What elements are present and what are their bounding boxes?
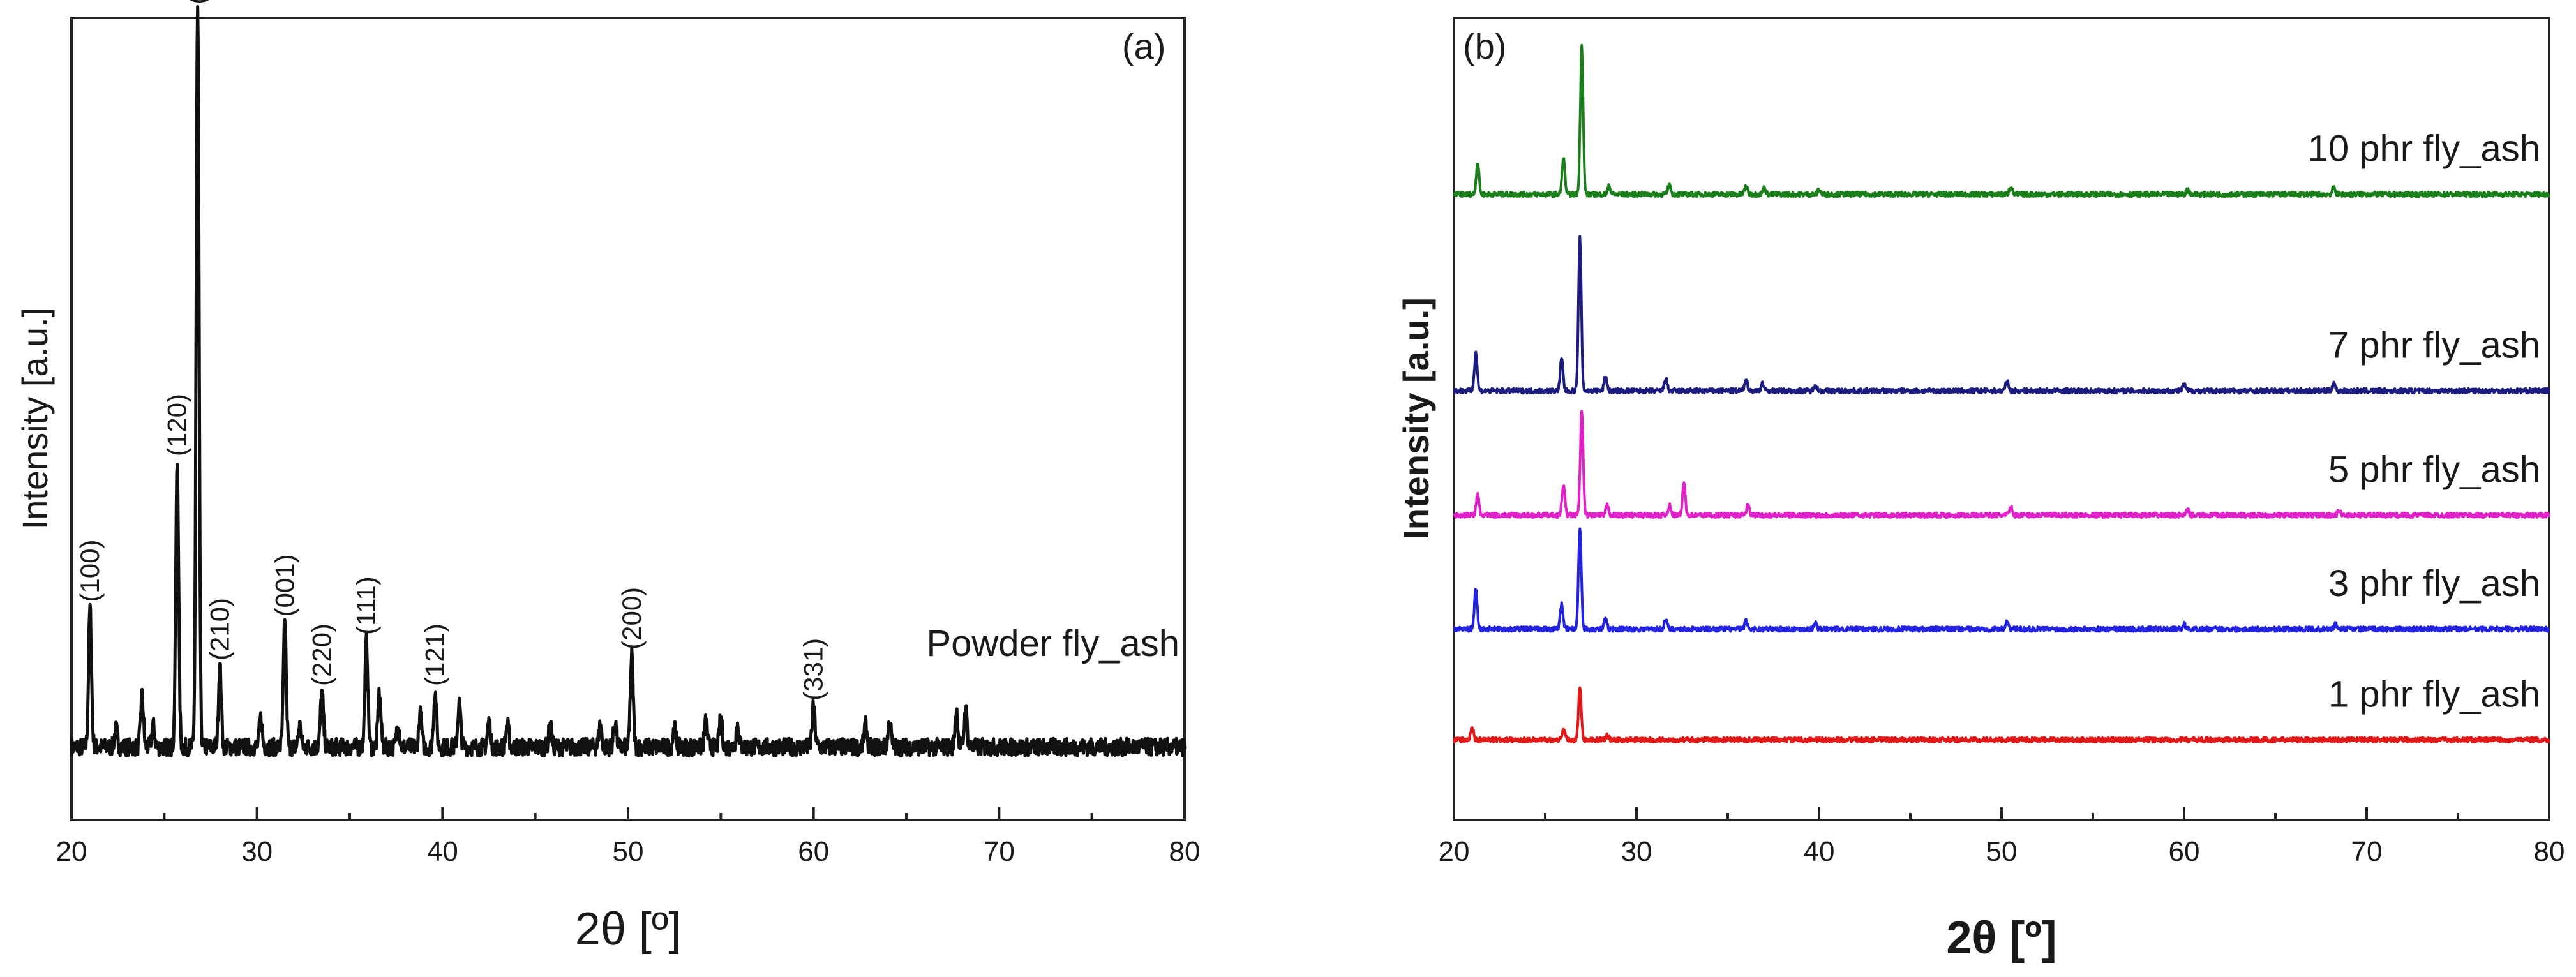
panel-a-peak-label: (120) (162, 394, 192, 456)
panel-b-series-label: 5 phr fly_ash (2328, 449, 2540, 490)
panel-a-peak-label: (111) (351, 576, 381, 635)
panel-a-peak-label: (200) (617, 587, 647, 650)
panel-a-peak-label: (121) (420, 623, 450, 686)
panel-a-series-line (70, 4, 1187, 757)
panel-b-series-label: 7 phr fly_ash (2328, 325, 2540, 366)
panel-b-x-tick-label: 60 (2169, 836, 2200, 867)
panel-b-x-tick-label: 20 (1439, 836, 1470, 867)
panel-b-series-line (1453, 410, 2550, 519)
panel-a-y-axis-label: Intensity [a.u.] (15, 308, 55, 530)
panel-b-series-lines (1453, 43, 2550, 744)
panel-b-y-axis-label: Intensity [a.u.] (1396, 297, 1436, 540)
panel-a-x-tick-label: 80 (1169, 836, 1201, 867)
panel-b-series-label: 1 phr fly_ash (2328, 673, 2540, 715)
panel-b-chart: 20 30 40 50 60 70 80 10 phr fly_ash 7 phr fly_a… (1396, 17, 2565, 964)
panel-b-series-line (1453, 686, 2550, 744)
panel-a-x-ticks: 20 30 40 50 60 70 80 (56, 807, 1201, 867)
panel-a-peak-labels: (100) (120) (101) (210) (001)(220) (111) (121)… (75, 0, 828, 701)
panel-a-x-tick-label: 60 (798, 836, 829, 867)
panel-a-frame (70, 17, 1186, 821)
panel-a-peak-label: (331) (798, 638, 828, 701)
panel-b-label: (b) (1463, 26, 1506, 66)
panel-a-x-tick-label: 20 (56, 836, 87, 867)
panel-a-x-axis-label: 2θ [º] (575, 904, 681, 955)
panel-a-x-tick-label: 40 (427, 836, 458, 867)
panel-b-x-axis-label: 2θ [º] (1946, 913, 2056, 964)
panel-a-chart: 20 30 40 50 60 70 80 (100) (120) (101) (210) (001)… (15, 0, 1200, 955)
panel-b-series-line (1453, 43, 2550, 198)
panel-b-series-line (1453, 235, 2550, 395)
panel-b-x-tick-label: 40 (1804, 836, 1835, 867)
panel-b-series-line (1453, 527, 2550, 633)
panel-b-series-label: 3 phr fly_ash (2328, 563, 2540, 604)
panel-a-peak-label: (101) (183, 0, 213, 4)
panel-a-peak-label: (100) (75, 540, 105, 602)
panel-a-peak-label: (220) (306, 623, 336, 686)
panel-a-x-tick-label: 30 (241, 836, 273, 867)
panel-b-x-ticks: 20 30 40 50 60 70 80 (1439, 807, 2565, 867)
panel-b-x-tick-label: 80 (2534, 836, 2565, 867)
panel-a-peak-label: (001) (269, 554, 299, 616)
panel-b-x-tick-label: 70 (2351, 836, 2383, 867)
panel-a-peak-label: (210) (205, 598, 235, 660)
panel-a-x-tick-label: 50 (613, 836, 644, 867)
panel-b-series-label: 10 phr fly_ash (2308, 128, 2540, 170)
panel-a-label: (a) (1122, 26, 1165, 66)
panel-b-series-labels: 10 phr fly_ash 7 phr fly_ash 5 phr fly_ash… (2308, 128, 2540, 715)
panel-a-series-label: Powder fly_ash (926, 623, 1179, 664)
panel-b-x-tick-label: 30 (1621, 836, 1652, 867)
panel-a-x-tick-label: 70 (984, 836, 1015, 867)
panel-b-x-tick-label: 50 (1986, 836, 2018, 867)
